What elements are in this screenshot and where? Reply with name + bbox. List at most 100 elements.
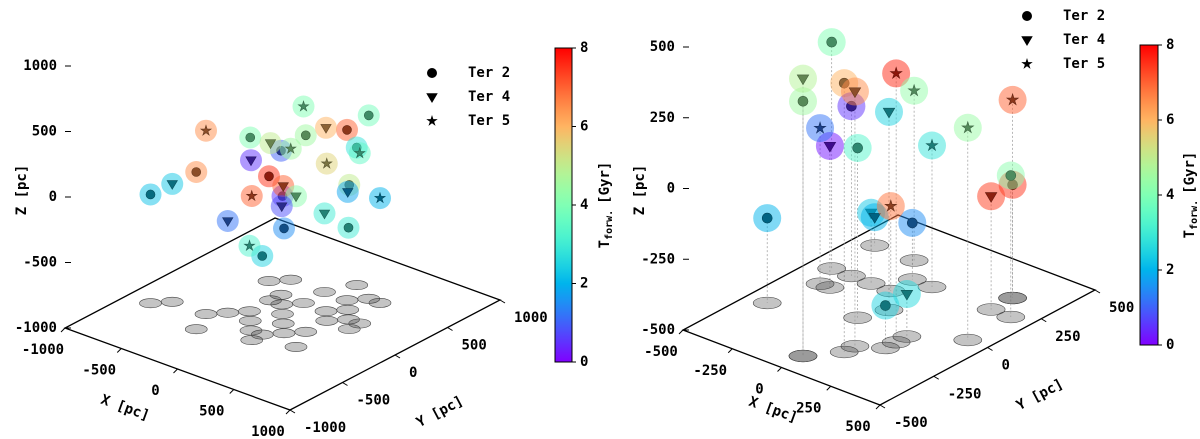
shadow — [271, 318, 295, 329]
shadow — [239, 325, 263, 336]
shadow — [272, 328, 296, 339]
y-tick-label: -1000 — [304, 420, 346, 436]
point — [906, 217, 918, 229]
x-tick-label: -500 — [644, 344, 678, 360]
z-tick-label: -500 — [641, 322, 675, 338]
point — [852, 142, 863, 154]
point — [796, 74, 810, 86]
point — [984, 192, 998, 203]
legend-label: Ter 2 — [468, 65, 510, 81]
shadow — [238, 315, 262, 326]
x-tick — [116, 348, 122, 353]
legend-label: Ter 4 — [1063, 32, 1105, 48]
x-tick — [173, 368, 178, 374]
point — [300, 130, 311, 141]
shadow — [240, 335, 264, 346]
shadow — [271, 309, 294, 319]
point — [884, 199, 898, 212]
z-tick-label: 500 — [32, 124, 57, 140]
colorbar-label-sub: forw. — [604, 210, 615, 240]
x-tick-label: -1000 — [22, 342, 64, 358]
y-tick — [342, 382, 348, 386]
x-tick-label: -500 — [82, 363, 116, 379]
y-tick-label: 1000 — [514, 310, 548, 326]
colorbar-tick-label: 6 — [580, 119, 588, 135]
point — [823, 141, 837, 153]
shadow — [257, 276, 281, 287]
point — [353, 146, 366, 159]
point — [245, 132, 256, 143]
y-tick-label: 250 — [1055, 329, 1080, 345]
z-tick-label: 250 — [650, 110, 675, 126]
x-axis-label: X [pc] — [746, 394, 799, 426]
point — [761, 212, 773, 224]
shadow — [238, 306, 261, 317]
x-tick-label: 500 — [845, 419, 870, 435]
point — [320, 157, 333, 169]
legend-label: Ter 5 — [1063, 56, 1105, 72]
shadow — [194, 309, 218, 320]
colorbar-label-main: T — [1182, 230, 1198, 238]
x-tick — [285, 409, 291, 415]
shadow — [348, 318, 372, 329]
x-tick — [875, 404, 881, 410]
point — [245, 156, 257, 167]
point — [222, 217, 234, 227]
shadow — [160, 296, 184, 307]
shadow — [284, 341, 308, 352]
point — [245, 189, 258, 202]
colorbar-tick-label: 8 — [1166, 37, 1174, 53]
y-tick — [394, 354, 401, 359]
x-axis-label: X [pc] — [98, 392, 151, 424]
point — [191, 167, 202, 177]
colorbar-label: Tforw. [Gyr] — [597, 162, 615, 249]
shadow — [314, 306, 338, 317]
point — [166, 180, 178, 190]
z-tick-label: -1000 — [15, 320, 57, 336]
y-tick — [879, 404, 886, 409]
point — [342, 188, 354, 198]
y-axis-label: Y [pc] — [1014, 376, 1066, 414]
point — [826, 36, 838, 48]
z-axis-label: Z [pc] — [14, 165, 30, 216]
point — [907, 83, 921, 97]
x-tick-label: 1000 — [251, 424, 285, 439]
colorbar-tick-label: 4 — [1166, 187, 1174, 203]
shadow — [315, 315, 339, 326]
y-tick-label: 0 — [1002, 358, 1010, 374]
shadow — [139, 298, 162, 309]
z-tick-label: -250 — [641, 251, 675, 267]
colorbar-tick-label: 4 — [580, 197, 588, 213]
z-tick-label: 1000 — [23, 58, 57, 74]
colorbar-label-sub: forw. — [1189, 200, 1200, 230]
shadow — [279, 274, 303, 285]
z-tick-label: 0 — [667, 181, 675, 197]
point — [363, 110, 374, 121]
z-axis-label: Z [pc] — [632, 165, 648, 216]
point — [199, 124, 213, 136]
y-tick — [447, 327, 453, 331]
point — [868, 213, 881, 224]
colorbar-label-unit: [Gyr] — [1182, 152, 1198, 194]
legend-marker — [427, 68, 437, 78]
point — [279, 223, 289, 234]
point — [257, 251, 268, 261]
y-axis-label: Y [pc] — [414, 393, 466, 431]
legend-label: Ter 5 — [468, 113, 510, 129]
x-tick — [229, 389, 235, 394]
chart: -500 -250 0 250 500 -500 -250 0 250 500 -500 -250 0 2… — [632, 8, 1200, 435]
colorbar-tick-label: 8 — [580, 40, 588, 56]
point — [318, 209, 331, 220]
legend-marker — [1021, 36, 1033, 46]
shadow — [335, 295, 359, 306]
point — [900, 290, 914, 301]
point — [1005, 92, 1020, 106]
legend-marker — [426, 115, 438, 126]
x-tick-label: 250 — [796, 400, 821, 416]
y-tick — [289, 409, 296, 414]
y-tick — [1040, 318, 1047, 323]
x-tick — [727, 348, 733, 354]
